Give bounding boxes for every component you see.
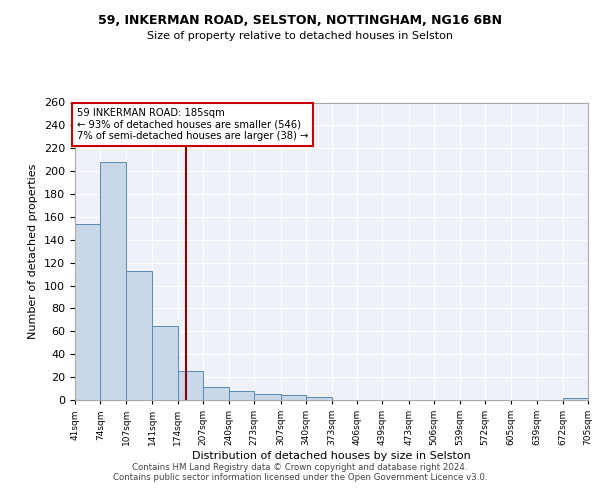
Y-axis label: Number of detached properties: Number of detached properties bbox=[28, 164, 38, 339]
Text: 59 INKERMAN ROAD: 185sqm
← 93% of detached houses are smaller (546)
7% of semi-d: 59 INKERMAN ROAD: 185sqm ← 93% of detach… bbox=[77, 108, 308, 142]
Bar bbox=[75, 224, 100, 400]
Text: 59, INKERMAN ROAD, SELSTON, NOTTINGHAM, NG16 6BN: 59, INKERMAN ROAD, SELSTON, NOTTINGHAM, … bbox=[98, 14, 502, 28]
Text: Size of property relative to detached houses in Selston: Size of property relative to detached ho… bbox=[147, 31, 453, 41]
Bar bbox=[254, 394, 281, 400]
Bar bbox=[563, 398, 588, 400]
Bar bbox=[152, 326, 178, 400]
Bar bbox=[203, 388, 229, 400]
Bar bbox=[126, 270, 152, 400]
Bar bbox=[100, 162, 126, 400]
X-axis label: Distribution of detached houses by size in Selston: Distribution of detached houses by size … bbox=[192, 451, 471, 461]
Bar bbox=[178, 372, 203, 400]
Bar bbox=[229, 391, 254, 400]
Text: Contains HM Land Registry data © Crown copyright and database right 2024.
Contai: Contains HM Land Registry data © Crown c… bbox=[113, 463, 487, 482]
Bar bbox=[281, 396, 306, 400]
Bar bbox=[306, 396, 331, 400]
